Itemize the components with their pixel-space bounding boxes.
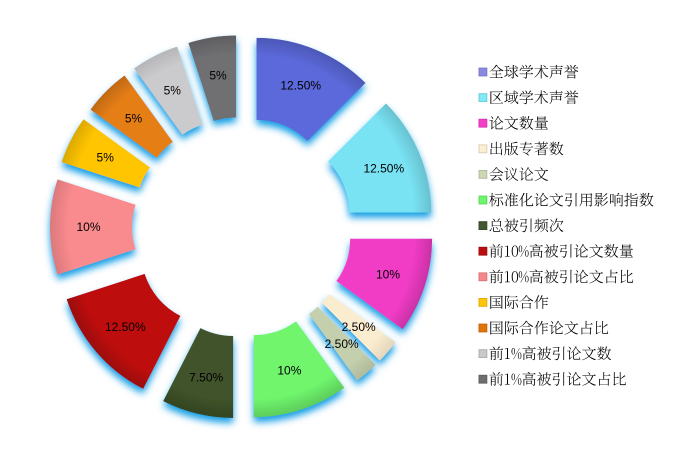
svg-text:10%: 10% [76, 220, 100, 234]
svg-text:5%: 5% [209, 69, 227, 83]
svg-text:2.50%: 2.50% [325, 337, 359, 351]
svg-text:12.50%: 12.50% [105, 320, 146, 334]
svg-text:10%: 10% [277, 364, 301, 378]
svg-text:12.50%: 12.50% [363, 162, 404, 176]
svg-text:5%: 5% [97, 151, 115, 165]
svg-text:7.50%: 7.50% [189, 371, 223, 385]
svg-text:10%: 10% [376, 268, 400, 282]
svg-text:2.50%: 2.50% [342, 320, 376, 334]
svg-text:12.50%: 12.50% [280, 78, 321, 92]
svg-text:5%: 5% [125, 112, 143, 126]
svg-text:5%: 5% [164, 83, 182, 97]
